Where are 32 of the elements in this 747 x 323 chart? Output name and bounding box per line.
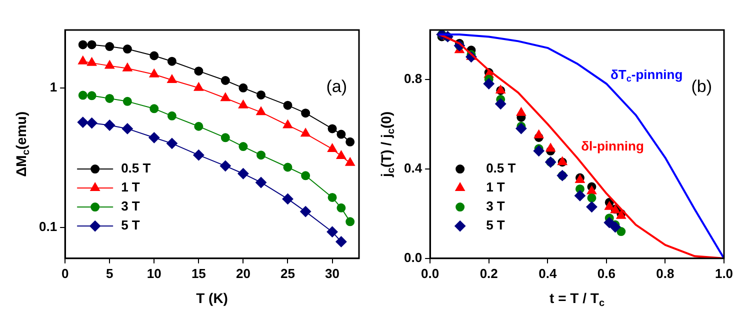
x-tick-label: 0.8 [656, 266, 674, 281]
x-tick-label: 0.2 [480, 266, 498, 281]
x-tick-label: 10 [146, 266, 162, 281]
x-tick-label: 15 [191, 266, 206, 281]
annotation: δl-pinning [581, 138, 644, 154]
y-tick-label: 0.0 [404, 250, 422, 265]
legend-label: 5 T [121, 218, 140, 233]
x-tick-label: 0 [61, 266, 69, 281]
legend-label: 5 T [486, 218, 505, 233]
y-axis-title: ΔMc(emu) [12, 111, 32, 177]
y-tick-label: 1 [50, 79, 58, 94]
legend-label: 0.5 T [486, 160, 516, 176]
legend-label: 1 T [121, 180, 140, 195]
legend-label: 1 T [486, 180, 505, 195]
x-tick-label: 0.0 [421, 266, 440, 281]
y-tick-label: 0.1 [38, 219, 58, 234]
y-tick-label: 0.4 [404, 160, 423, 176]
x-tick-label: 5 [106, 266, 114, 281]
annotation: (a) [326, 76, 348, 96]
annotation: (b) [691, 76, 712, 96]
x-axis-title: T (K) [196, 290, 228, 306]
x-tick-label: 0.6 [597, 266, 616, 281]
y-tick-label: 0.8 [404, 70, 422, 86]
y-axis-title: jc(T) / jc(0) [378, 111, 397, 178]
x-tick-label: 0.4 [538, 266, 558, 281]
x-tick-label: 1.0 [714, 266, 734, 281]
legend-label: 3 T [486, 198, 505, 214]
legend-label: 0.5 T [121, 160, 151, 176]
x-tick-label: 30 [325, 266, 340, 281]
legend-label: 3 T [121, 198, 140, 214]
x-tick-label: 20 [236, 266, 250, 281]
x-tick-label: 25 [280, 266, 295, 281]
